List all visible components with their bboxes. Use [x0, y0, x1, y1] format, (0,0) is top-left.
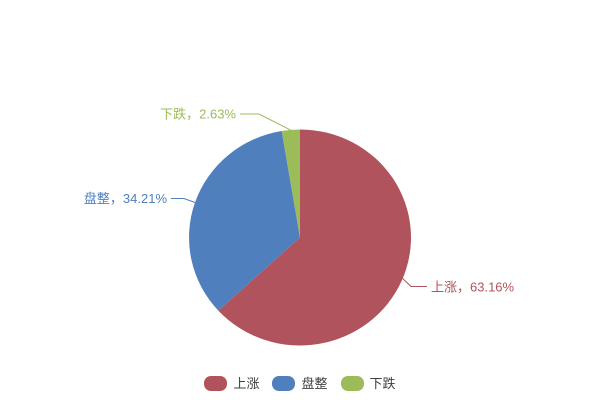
legend: 上涨 盘整 下跌: [0, 376, 600, 391]
legend-swatch-shangzhang: [204, 376, 228, 391]
legend-label-shangzhang: 上涨: [233, 376, 260, 391]
pie-slice-下跌[interactable]: [281, 129, 300, 238]
slice-label-盘整: 盘整，34.21%: [84, 191, 168, 206]
legend-item-panzheng[interactable]: 盘整: [272, 376, 328, 391]
label-line-盘整: [171, 198, 196, 203]
legend-item-shangzhang[interactable]: 上涨: [204, 376, 259, 391]
slice-label-上涨: 上涨，63.16%: [431, 280, 515, 295]
pie-slice-上涨[interactable]: [218, 129, 412, 346]
slice-label-下跌: 下跌，2.63%: [160, 107, 236, 122]
legend-label-xiadie: 下跌: [369, 376, 396, 391]
legend-label-panzheng: 盘整: [301, 376, 328, 391]
legend-swatch-panzheng: [272, 376, 296, 391]
pie-slice-盘整[interactable]: [189, 131, 300, 311]
label-line-下跌: [240, 113, 291, 131]
label-line-上涨: [398, 274, 427, 287]
legend-swatch-xiadie: [340, 376, 364, 391]
legend-item-xiadie[interactable]: 下跌: [340, 376, 396, 391]
